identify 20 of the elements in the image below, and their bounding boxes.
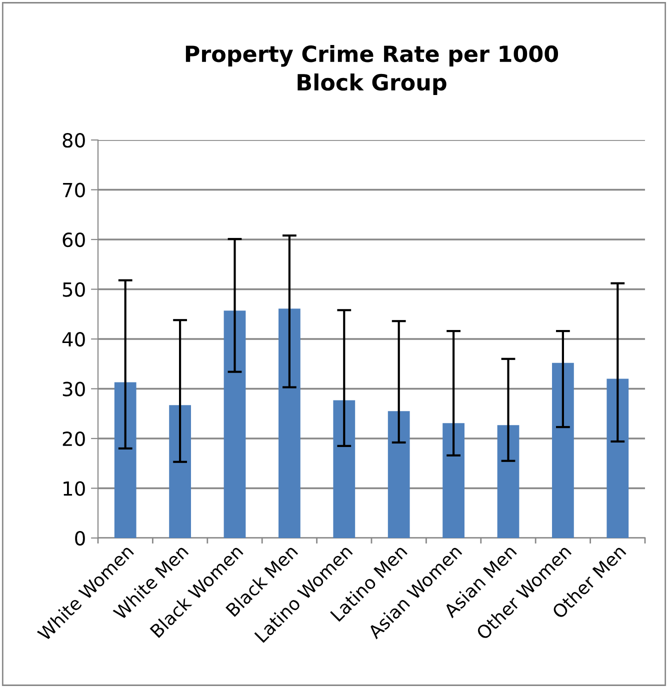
bar: [552, 362, 574, 538]
bar: [497, 425, 520, 538]
y-tick-label: 80: [62, 132, 85, 148]
bar: [278, 308, 300, 538]
y-tick-label: 10: [64, 481, 85, 496]
y-tick-label: 70: [63, 182, 85, 198]
y-tick-label: 30: [62, 382, 85, 396]
bar: [606, 378, 629, 538]
bar: [333, 400, 356, 538]
y-tick-label: 0: [75, 530, 85, 546]
bar: [388, 411, 410, 538]
bar: [169, 405, 191, 538]
y-tick-label: 50: [62, 282, 85, 297]
y-tick-label: 40: [62, 332, 85, 347]
bar: [114, 382, 136, 538]
y-tick-label: 20: [62, 431, 85, 446]
chart-title: Property Crime Rate per 1000 Block Group: [186, 45, 558, 95]
bar: [442, 423, 464, 538]
bar: [224, 310, 246, 538]
y-tick-label: 60: [62, 232, 85, 248]
